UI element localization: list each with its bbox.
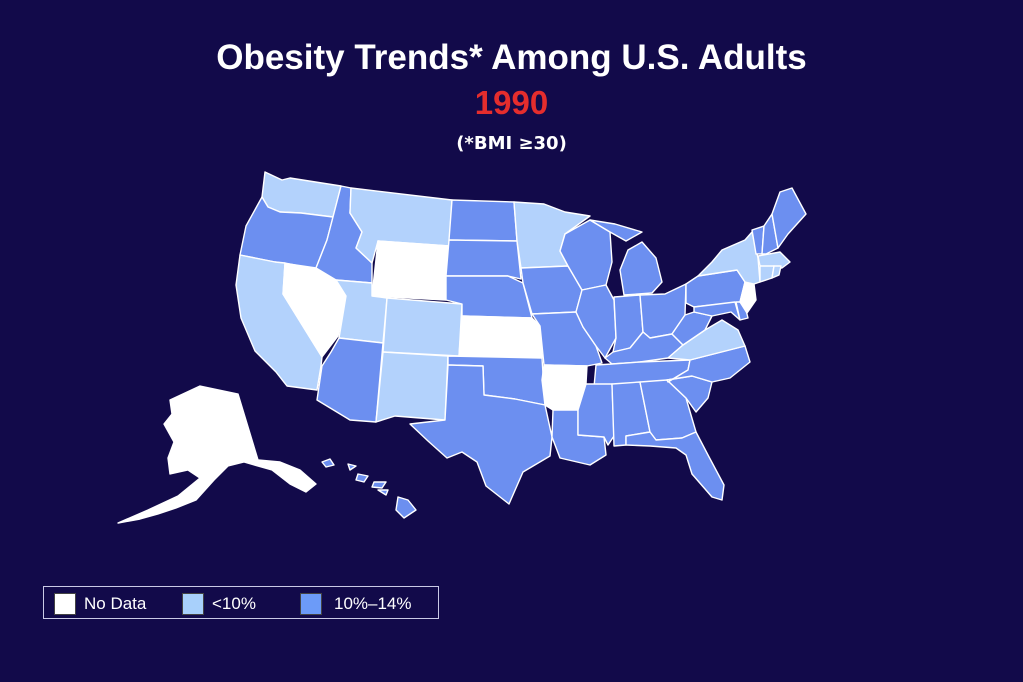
legend-label-no-data: No Data bbox=[84, 594, 147, 613]
state-maryland bbox=[693, 301, 741, 321]
state-colorado bbox=[382, 297, 463, 357]
state-hawaii-4 bbox=[371, 481, 387, 489]
state-hawaii-2 bbox=[347, 463, 357, 471]
state-massachusetts bbox=[757, 251, 791, 269]
state-rhode-island bbox=[771, 265, 782, 279]
state-mississippi bbox=[577, 383, 615, 446]
state-hawaii-1 bbox=[321, 458, 335, 468]
year-label: 1990 bbox=[474, 84, 549, 121]
bmi-footnote: (*BMI ≥30) bbox=[456, 133, 567, 154]
state-kansas bbox=[458, 315, 543, 359]
state-michigan bbox=[589, 219, 643, 242]
state-north-carolina bbox=[666, 345, 751, 383]
state-florida bbox=[625, 431, 725, 501]
chart-title: Obesity Trends* Among U.S. Adults bbox=[216, 38, 807, 77]
legend-label-lt10: <10% bbox=[212, 594, 256, 613]
legend-swatch-10-14 bbox=[300, 593, 322, 615]
state-arizona bbox=[316, 337, 384, 423]
state-new-mexico bbox=[375, 351, 449, 423]
state-connecticut bbox=[759, 265, 775, 283]
state-michigan-lower bbox=[619, 241, 663, 296]
state-wyoming bbox=[371, 240, 450, 301]
state-maine bbox=[771, 187, 807, 249]
legend-label-10-14: 10%–14% bbox=[334, 594, 412, 613]
legend-swatch-no-data bbox=[54, 593, 76, 615]
state-texas bbox=[409, 364, 553, 505]
state-hawaii-6 bbox=[395, 496, 417, 519]
legend-swatch-lt10 bbox=[182, 593, 204, 615]
state-alaska bbox=[117, 385, 317, 524]
state-new-hampshire bbox=[761, 213, 779, 255]
legend: No Data <10% 10%–14% bbox=[43, 586, 439, 619]
state-south-dakota bbox=[445, 239, 522, 280]
state-hawaii-5 bbox=[377, 489, 389, 496]
state-north-dakota bbox=[448, 199, 518, 242]
state-hawaii-3 bbox=[355, 473, 369, 483]
